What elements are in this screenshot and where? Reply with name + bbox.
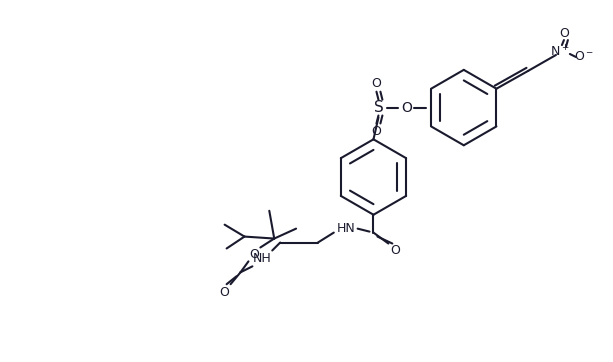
Text: N$^+$: N$^+$: [550, 45, 569, 60]
Text: S: S: [373, 100, 383, 115]
Text: O: O: [249, 248, 259, 261]
Text: O: O: [371, 125, 381, 138]
Text: O: O: [371, 77, 381, 90]
Text: O: O: [219, 286, 230, 299]
Text: O: O: [559, 27, 569, 40]
Text: O$^-$: O$^-$: [574, 50, 594, 63]
Text: NH: NH: [253, 252, 272, 265]
Text: HN: HN: [337, 222, 355, 235]
Text: O: O: [401, 101, 412, 114]
Text: O: O: [390, 244, 400, 257]
